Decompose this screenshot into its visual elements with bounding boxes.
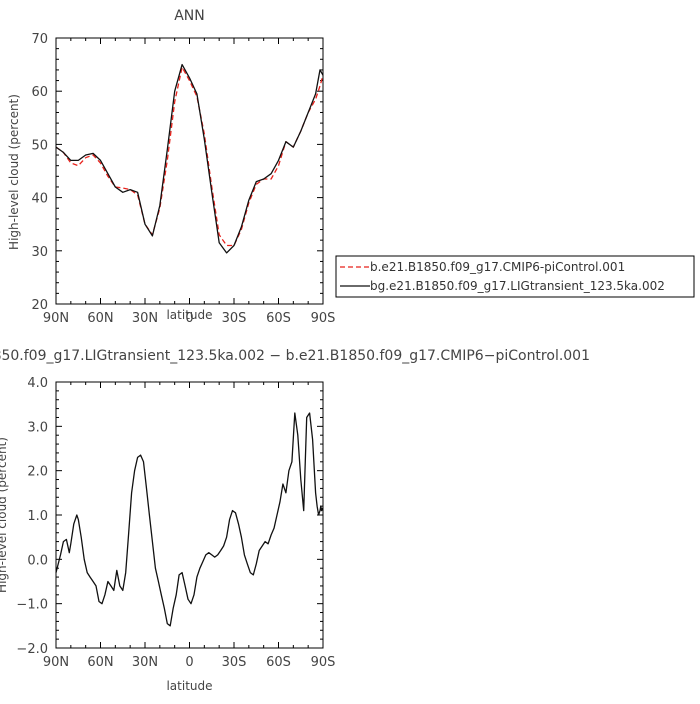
y-tick-label: 30 — [31, 245, 48, 260]
panel-top: ANN High-level cloud (percent) latitude … — [7, 8, 335, 326]
y-axis-label-bottom: High-level cloud (percent) — [0, 437, 9, 593]
legend-label-control: b.e21.B1850.f09_g17.CMIP6-piControl.001 — [370, 260, 625, 274]
x-tick-label: 90N — [43, 655, 69, 670]
x-tick-label: 60N — [87, 311, 113, 326]
panel-bottom: bg.e21.B1850.f09_g17.LIGtransient_123.5k… — [0, 348, 590, 693]
y-tick-label: 40 — [31, 192, 48, 207]
x-axis-label: latitude — [166, 308, 212, 322]
y-axis-label: High-level cloud (percent) — [7, 94, 21, 250]
plot-frame — [55, 37, 324, 305]
y-tick-label: 0.0 — [27, 553, 48, 568]
y-tick-label: 1.0 — [27, 509, 48, 524]
x-tick-label: 0 — [185, 655, 193, 670]
difference-title: bg.e21.B1850.f09_g17.LIGtransient_123.5k… — [0, 348, 590, 364]
x-tick-label: 30N — [132, 311, 158, 326]
series-line-1-0 — [55, 412, 324, 627]
plot-frame-bottom — [55, 381, 324, 649]
legend: b.e21.B1850.f09_g17.CMIP6-piControl.001 … — [335, 255, 695, 298]
series-layer — [55, 63, 324, 254]
y-tick-label: −2.0 — [16, 642, 48, 657]
x-tick-label: 30S — [222, 655, 247, 670]
chart-title: ANN — [174, 8, 205, 24]
y-tick-label: −1.0 — [16, 598, 48, 613]
x-tick-label: 60S — [266, 311, 291, 326]
x-tick-label: 90S — [311, 311, 336, 326]
y-tick-label: 3.0 — [27, 420, 48, 435]
x-tick-label: 60S — [266, 655, 291, 670]
y-tick-label: 4.0 — [27, 376, 48, 391]
x-tick-label: 90N — [43, 311, 69, 326]
legend-label-lig: bg.e21.B1850.f09_g17.LIGtransient_123.5k… — [370, 279, 665, 293]
x-tick-label: 60N — [87, 655, 113, 670]
y-tick-label: 50 — [31, 138, 48, 153]
tick-layer: 90N 60N 30N 0 30S 60S 90S 20 30 40 50 60 70 — [31, 32, 335, 326]
x-axis-label-bottom: latitude — [166, 679, 212, 693]
x-tick-label: 30S — [222, 311, 247, 326]
y-tick-label: 60 — [31, 85, 48, 100]
legend-box — [335, 255, 695, 298]
x-tick-label: 90S — [311, 655, 336, 670]
x-tick-label: 30N — [132, 655, 158, 670]
y-tick-label: 20 — [31, 298, 48, 313]
y-tick-label: 70 — [31, 32, 48, 47]
y-tick-label: 2.0 — [27, 465, 48, 480]
x-tick-label: 0 — [185, 311, 193, 326]
series-layer-bottom — [55, 412, 324, 627]
tick-layer-bottom: 90N 60N 30N 0 30S 60S 90S −2.0 −1.0 0.0 1.0 2.0 3.0 4… — [16, 376, 335, 670]
series-line-0-1 — [55, 63, 324, 254]
